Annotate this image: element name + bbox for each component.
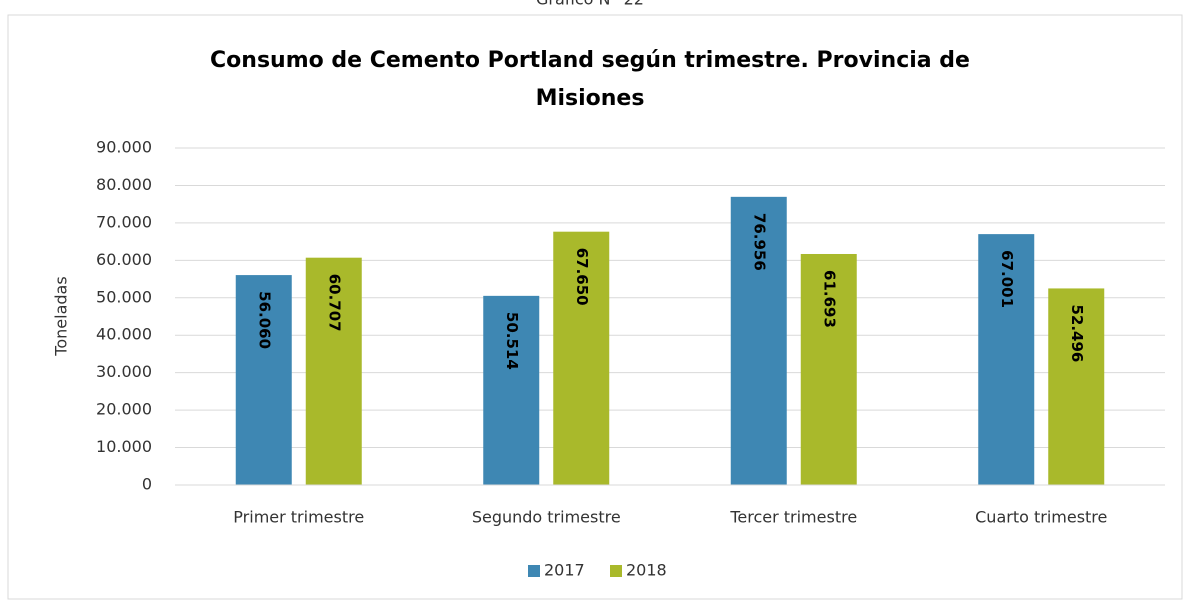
bar <box>483 295 540 485</box>
y-tick-label: 40.000 <box>96 325 152 344</box>
bar <box>305 257 362 485</box>
legend-swatch <box>528 565 540 577</box>
data-label: 56.060 <box>255 291 273 349</box>
data-label: 76.956 <box>750 213 768 271</box>
data-label: 52.496 <box>1068 304 1086 362</box>
y-axis-title: Toneladas <box>52 276 71 356</box>
data-label: 50.514 <box>503 312 521 370</box>
chart-title: Consumo de Cemento Portland según trimes… <box>210 48 970 111</box>
bar <box>553 231 610 485</box>
data-label: 60.707 <box>325 274 343 332</box>
data-label: 67.001 <box>998 250 1016 308</box>
caption: Gráfico N° 22 <box>536 0 644 9</box>
legend-label: 2017 <box>544 561 585 580</box>
y-tick-label: 70.000 <box>96 212 152 231</box>
y-tick-label: 80.000 <box>96 175 152 194</box>
y-tick-label: 60.000 <box>96 250 152 269</box>
y-tick-label: 50.000 <box>96 287 152 306</box>
legend-label: 2018 <box>626 561 667 580</box>
legend-swatch <box>610 565 622 577</box>
chart-border <box>7 14 1183 600</box>
x-tick-label: Primer trimestre <box>233 508 364 527</box>
x-tick-label: Segundo trimestre <box>472 508 621 527</box>
data-label: 67.650 <box>573 248 591 306</box>
x-tick-label: Cuarto trimestre <box>975 508 1107 527</box>
bar <box>978 234 1035 485</box>
x-tick-label: Tercer trimestre <box>729 508 857 527</box>
y-tick-label: 90.000 <box>96 138 152 157</box>
bar <box>800 253 857 485</box>
bar <box>235 275 292 485</box>
y-tick-label: 20.000 <box>96 400 152 419</box>
y-tick-label: 0 <box>142 475 152 494</box>
y-tick-label: 30.000 <box>96 362 152 381</box>
data-label: 61.693 <box>820 270 838 328</box>
bar <box>1048 288 1105 485</box>
y-tick-label: 10.000 <box>96 437 152 456</box>
bar <box>730 196 787 485</box>
